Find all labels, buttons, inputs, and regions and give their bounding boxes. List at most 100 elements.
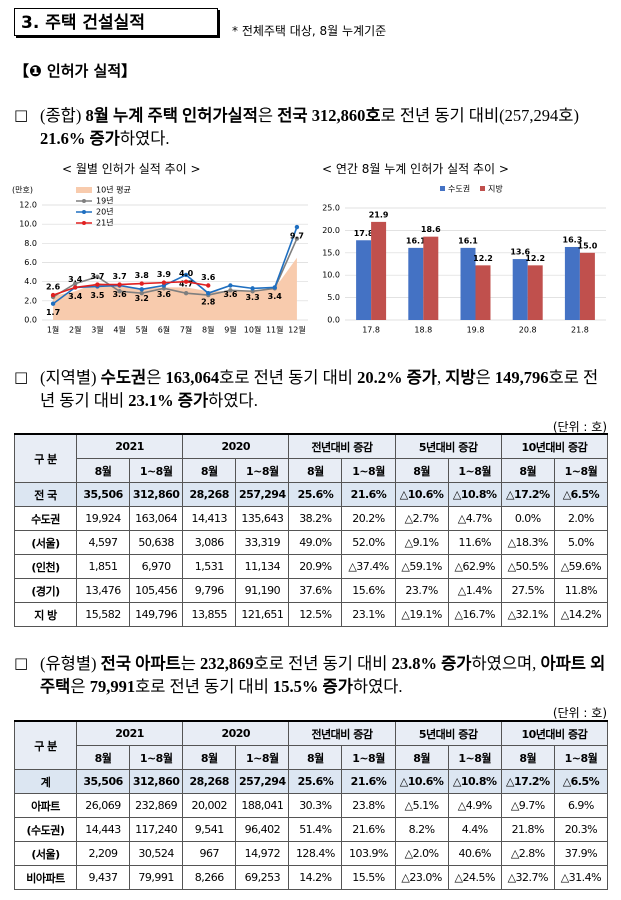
marker xyxy=(183,290,189,296)
header-row: 구 분 2021 2020 전년대비 증감 5년대비 증감 10년대비 증감 xyxy=(14,433,609,483)
table-cell: △18.3% xyxy=(500,530,555,555)
header-note: * 전체주택 대상, 8월 누계기준 xyxy=(232,24,387,38)
table-cell: 51.4% xyxy=(288,817,343,842)
x-tick-label: 17.8 xyxy=(362,326,380,335)
table-cell: 5.0% xyxy=(553,530,609,555)
marker xyxy=(95,274,100,280)
table-cell: 14,443 xyxy=(75,817,131,842)
sub-header: 1~8월 xyxy=(129,458,184,483)
table-cell: △14.2% xyxy=(553,602,609,627)
table-body: 계 35,506 312,860 28,268 257,294 25.6% 21.6% △10… xyxy=(14,769,609,890)
y-tick-label: 6.0 xyxy=(24,258,37,267)
table-cell: △10.8% xyxy=(447,769,502,794)
table-cell: 15.6% xyxy=(341,578,396,603)
table-cell: △19.1% xyxy=(394,602,449,627)
y-tick-label: 4.0 xyxy=(24,277,37,286)
bullet: □ xyxy=(14,106,29,124)
paragraph: □ (지역별) 수도권은 163,064호로 전년 동기 대비 20.2% 증가,… xyxy=(14,366,610,412)
legend-swatch xyxy=(480,186,485,191)
data-label: 3.8 xyxy=(135,271,150,280)
data-table: 구 분 2021 2020 전년대비 증감 5년대비 증감 10년대비 증감 8월 1~8월 8… xyxy=(14,720,609,890)
x-tick-label: 7월 xyxy=(180,325,192,335)
text-run: 호로 전년 동기 대비 xyxy=(253,654,392,673)
table-cell: 50,638 xyxy=(129,530,184,555)
table-cell: △10.6% xyxy=(394,769,449,794)
marker xyxy=(206,283,211,288)
text-run: 전국 아파트 xyxy=(100,654,181,673)
data-table: 구 분 2021 2020 전년대비 증감 5년대비 증감 10년대비 증감 8월 1~8월 8… xyxy=(14,433,609,627)
unit-label: (만호) xyxy=(12,186,33,195)
table-cell: 26,069 xyxy=(75,793,131,818)
table-cell: △9.1% xyxy=(394,530,449,555)
table-cell: 21.8% xyxy=(500,817,555,842)
table-cell: 188,041 xyxy=(235,793,290,818)
table-row: (인천) 1,851 6,970 1,531 11,134 20.9% △37.4% △59.… xyxy=(14,554,609,579)
table-cell: 135,643 xyxy=(235,506,290,531)
data-label: 3.9 xyxy=(157,270,172,279)
table-cell: 20.2% xyxy=(341,506,396,531)
table-cell: 23.8% xyxy=(341,793,396,818)
table-cell: 21.6% xyxy=(341,769,396,794)
table-cell: 2.0% xyxy=(553,506,609,531)
data-label: 13.6 xyxy=(510,248,530,257)
marker xyxy=(294,224,300,230)
bar xyxy=(512,259,528,320)
bar xyxy=(423,236,439,320)
table-cell: △4.7% xyxy=(447,506,502,531)
paragraph: □ (종합) 8월 누계 주택 인허가실적은 전국 312,860호로 전년 동기… xyxy=(14,104,610,150)
row-label: 아파트 xyxy=(14,793,77,818)
text-run: 호로 전년 동기 대비 xyxy=(219,368,358,387)
section-title: 【❶ 인허가 실적】 xyxy=(14,62,137,80)
group-header: 전년대비 증감 xyxy=(288,720,396,746)
text-run: 8월 누계 주택 인허가실적 xyxy=(85,106,258,125)
bar xyxy=(527,265,543,320)
table-cell: 35,506 xyxy=(75,769,131,794)
table-cell: 52.0% xyxy=(341,530,396,555)
table-cell: 38.2% xyxy=(288,506,343,531)
table-cell: 14.2% xyxy=(288,865,343,890)
table-cell: 105,456 xyxy=(129,578,184,603)
row-label: (인천) xyxy=(14,554,77,579)
legend-label: 수도권 xyxy=(448,184,470,194)
data-label: 16.1 xyxy=(406,236,426,245)
group-header: 전년대비 증감 xyxy=(288,433,396,459)
sub-header: 8월 xyxy=(500,745,555,770)
y-tick-label: 20.0 xyxy=(322,226,340,235)
group-header: 2021 xyxy=(75,720,184,746)
unit: (단위 : 호) xyxy=(552,706,607,720)
text-run: 23.8% 증가 xyxy=(391,654,472,673)
marker xyxy=(183,272,189,278)
table-cell: 1,531 xyxy=(182,554,237,579)
text-run: 지방 xyxy=(445,368,476,387)
text-run: 수도권 xyxy=(100,368,147,387)
group-header: 10년대비 증감 xyxy=(500,433,609,459)
bar xyxy=(371,221,387,320)
data-label: 2.6 xyxy=(46,283,61,292)
sub-header: 8월 xyxy=(75,745,131,770)
table-cell: 8.2% xyxy=(394,817,449,842)
y-tick-label: 8.0 xyxy=(24,239,37,248)
table-cell: △17.2% xyxy=(500,482,555,507)
table-cell: △4.9% xyxy=(447,793,502,818)
table-cell: △6.5% xyxy=(553,769,609,794)
bullet: □ xyxy=(14,368,29,386)
sub-header: 8월 xyxy=(288,745,343,770)
data-label: 3.7 xyxy=(90,272,104,281)
row-label: 수도권 xyxy=(14,506,77,531)
table-cell: △5.1% xyxy=(394,793,449,818)
table-cell: △16.7% xyxy=(447,602,502,627)
header-row: 8월 1~8월 8월 1~8월 8월 1~8월 8월 1~8월 8월 1~8월 xyxy=(15,745,609,770)
group-header: 2021 xyxy=(75,433,184,459)
table-cell: △2.8% xyxy=(500,841,555,866)
legend-label: 21년 xyxy=(96,218,114,228)
table-cell: △2.0% xyxy=(394,841,449,866)
marker xyxy=(73,281,78,286)
table-row: 계 35,506 312,860 28,268 257,294 25.6% 21.6% △10… xyxy=(14,769,609,794)
text-run: 은 xyxy=(257,106,278,125)
text-run: 는 xyxy=(180,654,200,673)
table-row: 비아파트 9,437 79,991 8,266 69,253 14.2% 15.5% △23.… xyxy=(14,865,609,890)
x-tick-label: 2월 xyxy=(69,325,81,335)
table-cell: 28,268 xyxy=(182,482,237,507)
table-cell: 0.0% xyxy=(500,506,555,531)
chart-title: < 연간 8월 누계 인허가 실적 추이 > xyxy=(322,162,509,176)
